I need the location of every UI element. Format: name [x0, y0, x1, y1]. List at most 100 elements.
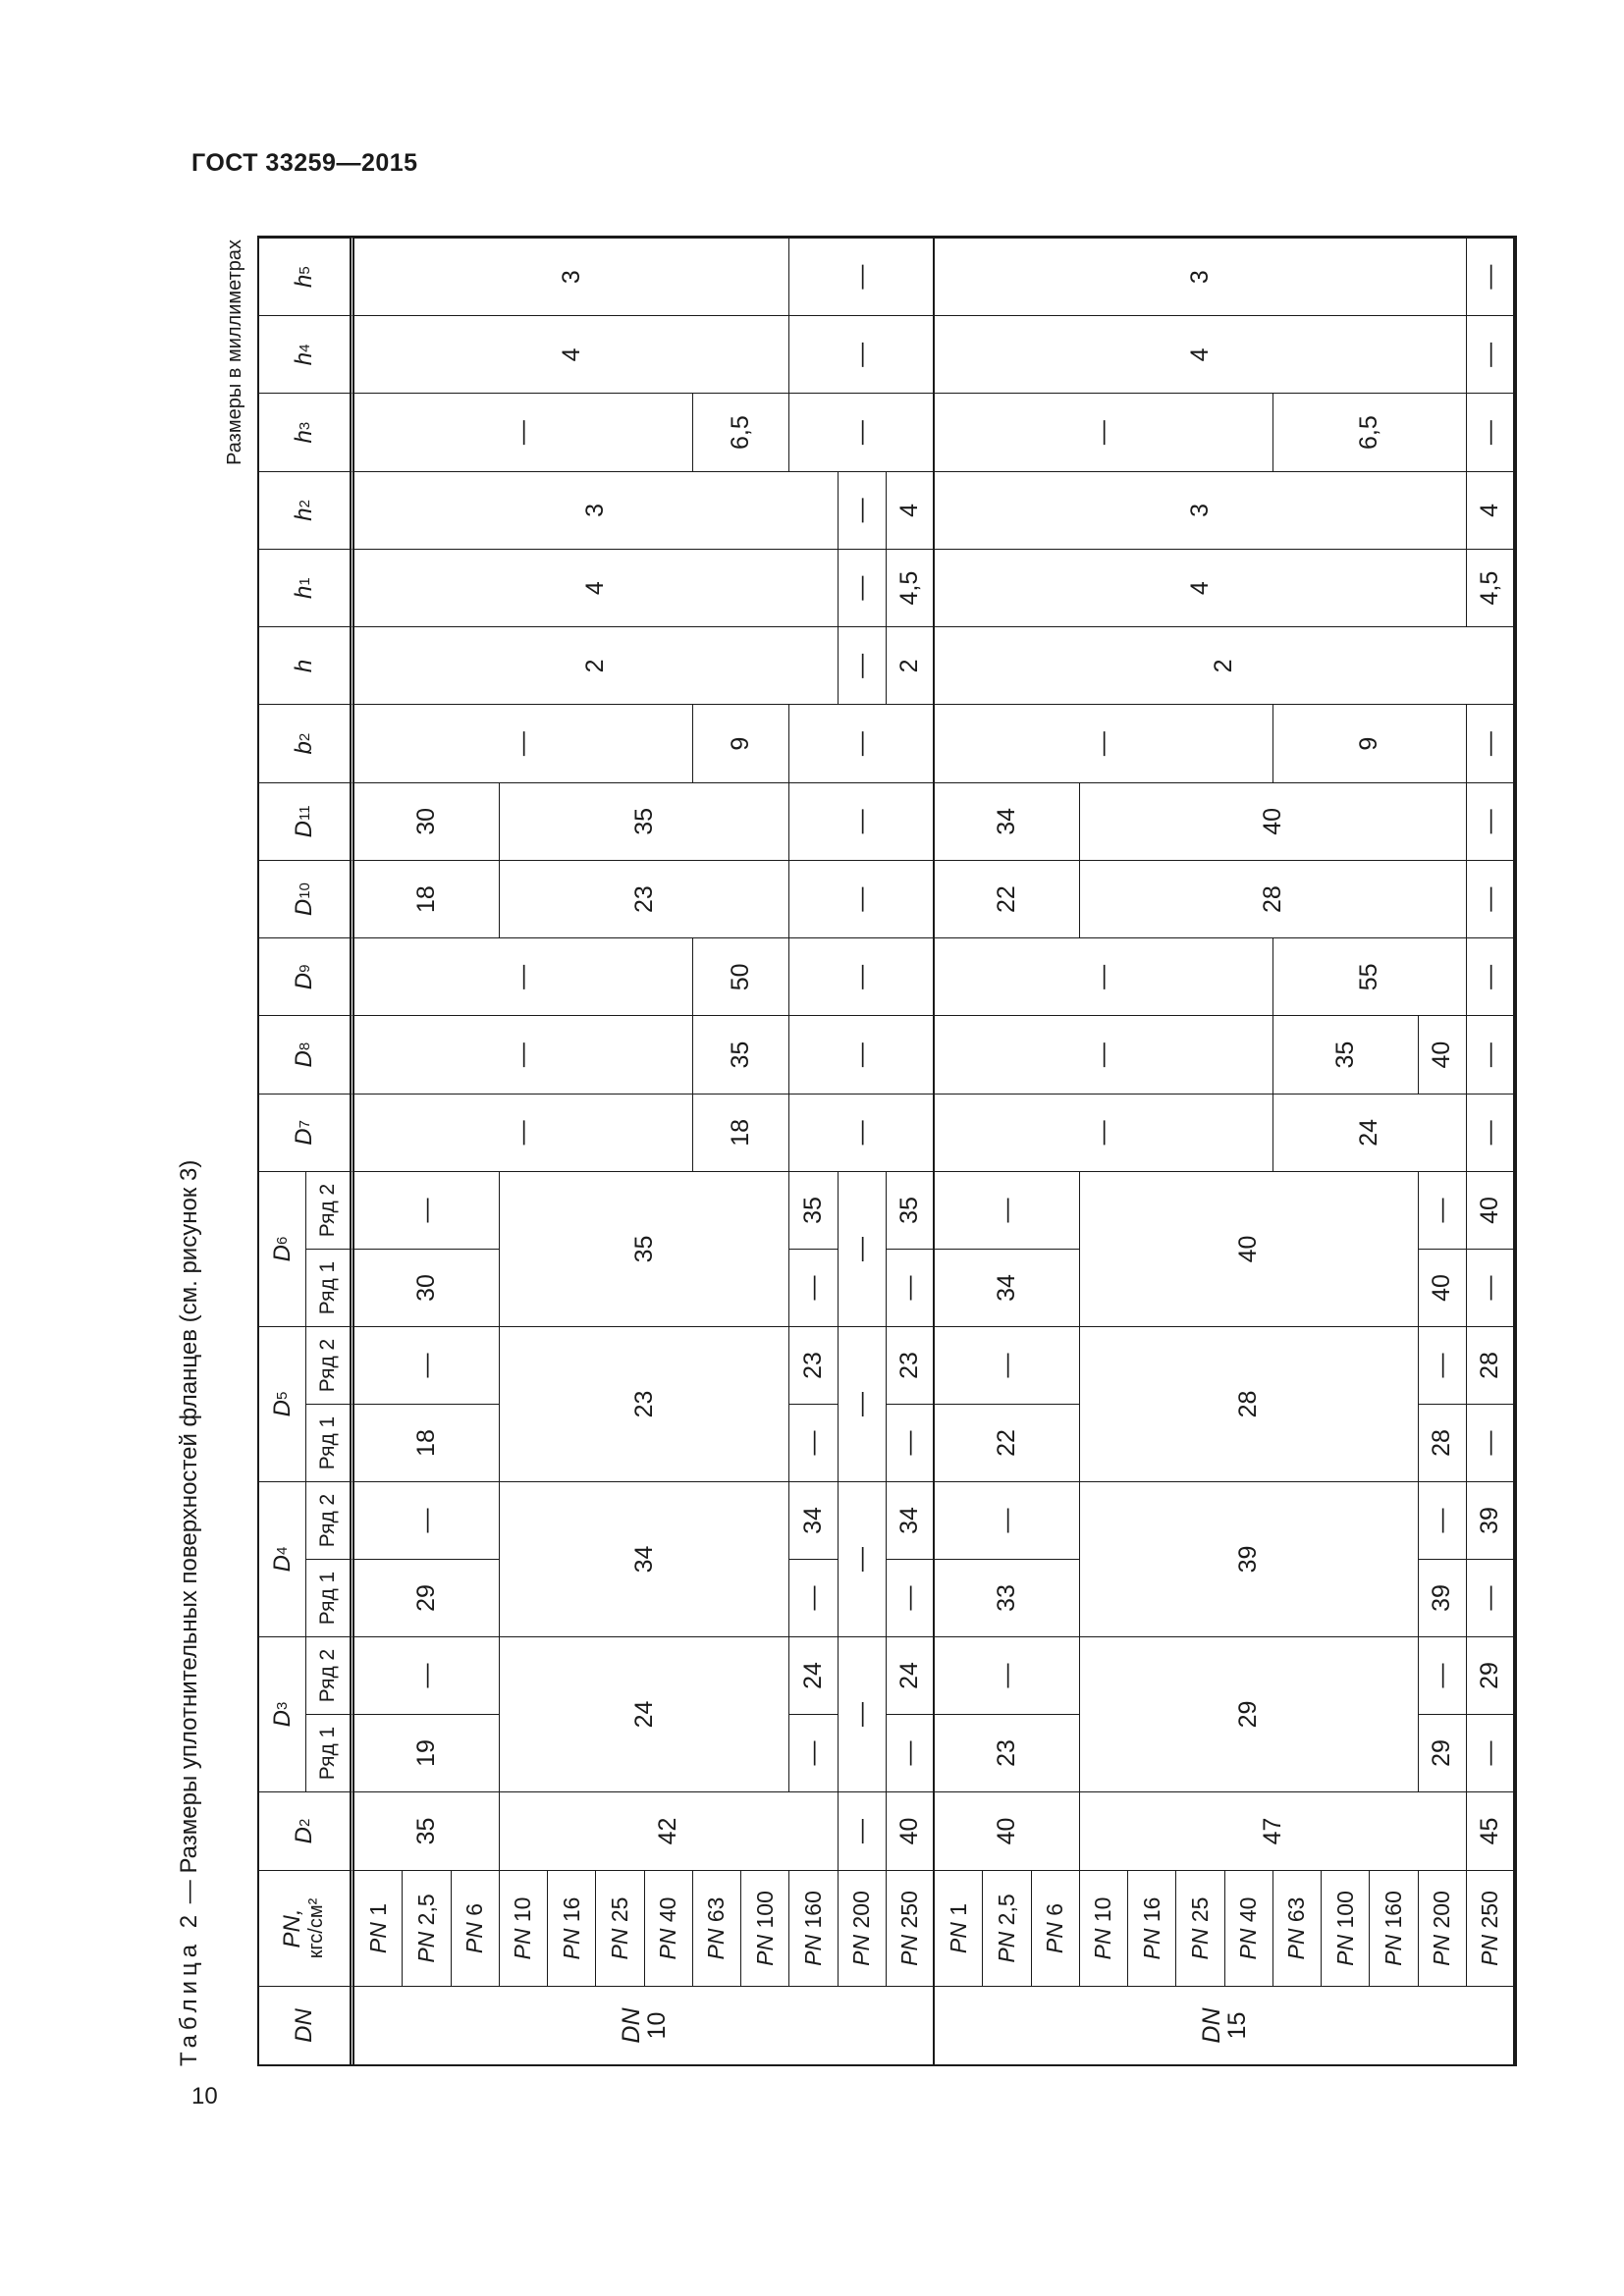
row-variant-label: Ряд 1 — [316, 1415, 339, 1470]
pn-prefix: PN — [510, 1928, 536, 1960]
header-symbol: D — [291, 821, 317, 838]
value-cell: — — [1418, 1171, 1467, 1249]
value-cell: — — [354, 704, 693, 782]
value-cell: 24 — [789, 1636, 839, 1714]
header-row-variant: Ряд 2 — [306, 1636, 354, 1714]
value-cell: 28 — [1418, 1404, 1467, 1481]
value-cell: 23 — [499, 1326, 790, 1481]
pn-prefix: PN — [895, 1934, 922, 1966]
value-cell: 45 — [1466, 1791, 1515, 1870]
header-h: h — [259, 626, 354, 705]
pn-prefix: PN — [1186, 1928, 1213, 1960]
header-subscript: 4 — [296, 344, 313, 352]
value-cell: — — [789, 1015, 935, 1094]
value-cell: 30 — [354, 1249, 500, 1326]
pn-value: 40 — [655, 1896, 681, 1923]
pn-cell: PN 2,5 — [403, 1870, 452, 1986]
dn-value: 15 — [1222, 2011, 1251, 2040]
header-subscript: 2 — [296, 1818, 313, 1827]
pn-value: 250 — [895, 1891, 922, 1929]
dn-value: 10 — [642, 2011, 671, 2040]
value-cell: — — [789, 781, 935, 860]
pn-prefix: PN — [1429, 1934, 1455, 1966]
value-cell: — — [886, 1714, 935, 1791]
header-subscript: 3 — [274, 1701, 291, 1710]
value-cell: — — [935, 1326, 1080, 1404]
pn-prefix: PN — [606, 1928, 632, 1960]
value-cell: 40 — [1418, 1015, 1467, 1094]
pn-value: 250 — [1476, 1891, 1502, 1929]
pn-value: 63 — [1283, 1896, 1310, 1923]
pn-cell: PN 16 — [548, 1870, 597, 1986]
value-cell: 50 — [692, 937, 790, 1016]
header-row-variant: Ряд 1 — [306, 1559, 354, 1636]
header-symbol: D — [268, 1400, 296, 1417]
header-symbol: h — [291, 585, 317, 599]
header-subscript: 2 — [296, 732, 313, 742]
pn-prefix: PN — [848, 1934, 875, 1966]
pn-cell: PN 250 — [1466, 1870, 1515, 1986]
value-cell: 19 — [354, 1714, 500, 1791]
value-cell: 2 — [935, 626, 1515, 705]
pn-cell: PN 2,5 — [983, 1870, 1032, 1986]
value-cell: 29 — [354, 1559, 500, 1636]
value-cell: — — [1466, 238, 1515, 316]
pn-prefix: PN — [461, 1922, 488, 1954]
header-row-variant: Ряд 2 — [306, 1171, 354, 1249]
pn-value: 10 — [1090, 1896, 1116, 1923]
row-variant-label: Ряд 1 — [316, 1571, 339, 1626]
value-cell: — — [354, 1093, 693, 1171]
value-cell: — — [789, 393, 935, 471]
row-variant-label: Ряд 2 — [316, 1648, 339, 1703]
value-cell: — — [935, 1481, 1080, 1559]
header-subscript: 9 — [296, 964, 313, 973]
value-cell: 35 — [354, 1791, 500, 1870]
header-subscript: 1 — [296, 577, 313, 586]
header-subscript: 8 — [296, 1041, 313, 1051]
pn-value: 6 — [1042, 1902, 1068, 1916]
value-cell: — — [935, 1636, 1080, 1714]
value-cell: 42 — [499, 1791, 839, 1870]
value-cell: — — [789, 860, 935, 938]
pn-prefix: PN — [1380, 1934, 1406, 1966]
value-cell: 29 — [1079, 1636, 1419, 1791]
value-cell: — — [838, 626, 887, 705]
pn-value: 6 — [461, 1902, 488, 1916]
header-D11: D 11 — [259, 781, 354, 860]
value-cell: — — [789, 315, 935, 394]
pn-prefix: PN — [364, 1922, 391, 1954]
pn-cell: PN 10 — [499, 1870, 548, 1986]
pn-prefix: PN — [1042, 1922, 1068, 1954]
pn-prefix: PN — [799, 1934, 826, 1966]
value-cell: 39 — [1079, 1481, 1419, 1636]
pn-value: 10 — [510, 1896, 536, 1923]
table-caption-number: Таблица 2 — [176, 1909, 202, 2066]
pn-cell: PN 6 — [451, 1870, 500, 1986]
pn-value: 25 — [606, 1896, 632, 1923]
pn-cell: PN 100 — [1322, 1870, 1371, 1986]
header-D10: D 10 — [259, 860, 354, 938]
value-cell: 39 — [1466, 1481, 1515, 1559]
value-cell: — — [1466, 1015, 1515, 1094]
value-cell: 30 — [354, 781, 500, 860]
pn-value: 1 — [945, 1902, 971, 1916]
value-cell: — — [1466, 1249, 1515, 1326]
value-cell: 4 — [935, 315, 1467, 394]
value-cell: 22 — [935, 860, 1080, 938]
header-pn-stack: PN, кгс/см² — [279, 1898, 328, 1959]
pn-value: 160 — [799, 1891, 826, 1929]
pn-prefix: PN — [1476, 1934, 1502, 1966]
value-cell: 22 — [935, 1404, 1080, 1481]
pn-cell: PN 10 — [1079, 1870, 1128, 1986]
value-cell: 28 — [1466, 1326, 1515, 1404]
value-cell: 28 — [1079, 1326, 1419, 1481]
pn-cell: PN 200 — [838, 1870, 887, 1986]
header-DN: DN — [259, 1986, 354, 2064]
pn-prefix: PN — [993, 1931, 1019, 1963]
document-title: ГОСТ 33259—2015 — [191, 149, 418, 177]
header-subscript: 7 — [296, 1120, 313, 1129]
